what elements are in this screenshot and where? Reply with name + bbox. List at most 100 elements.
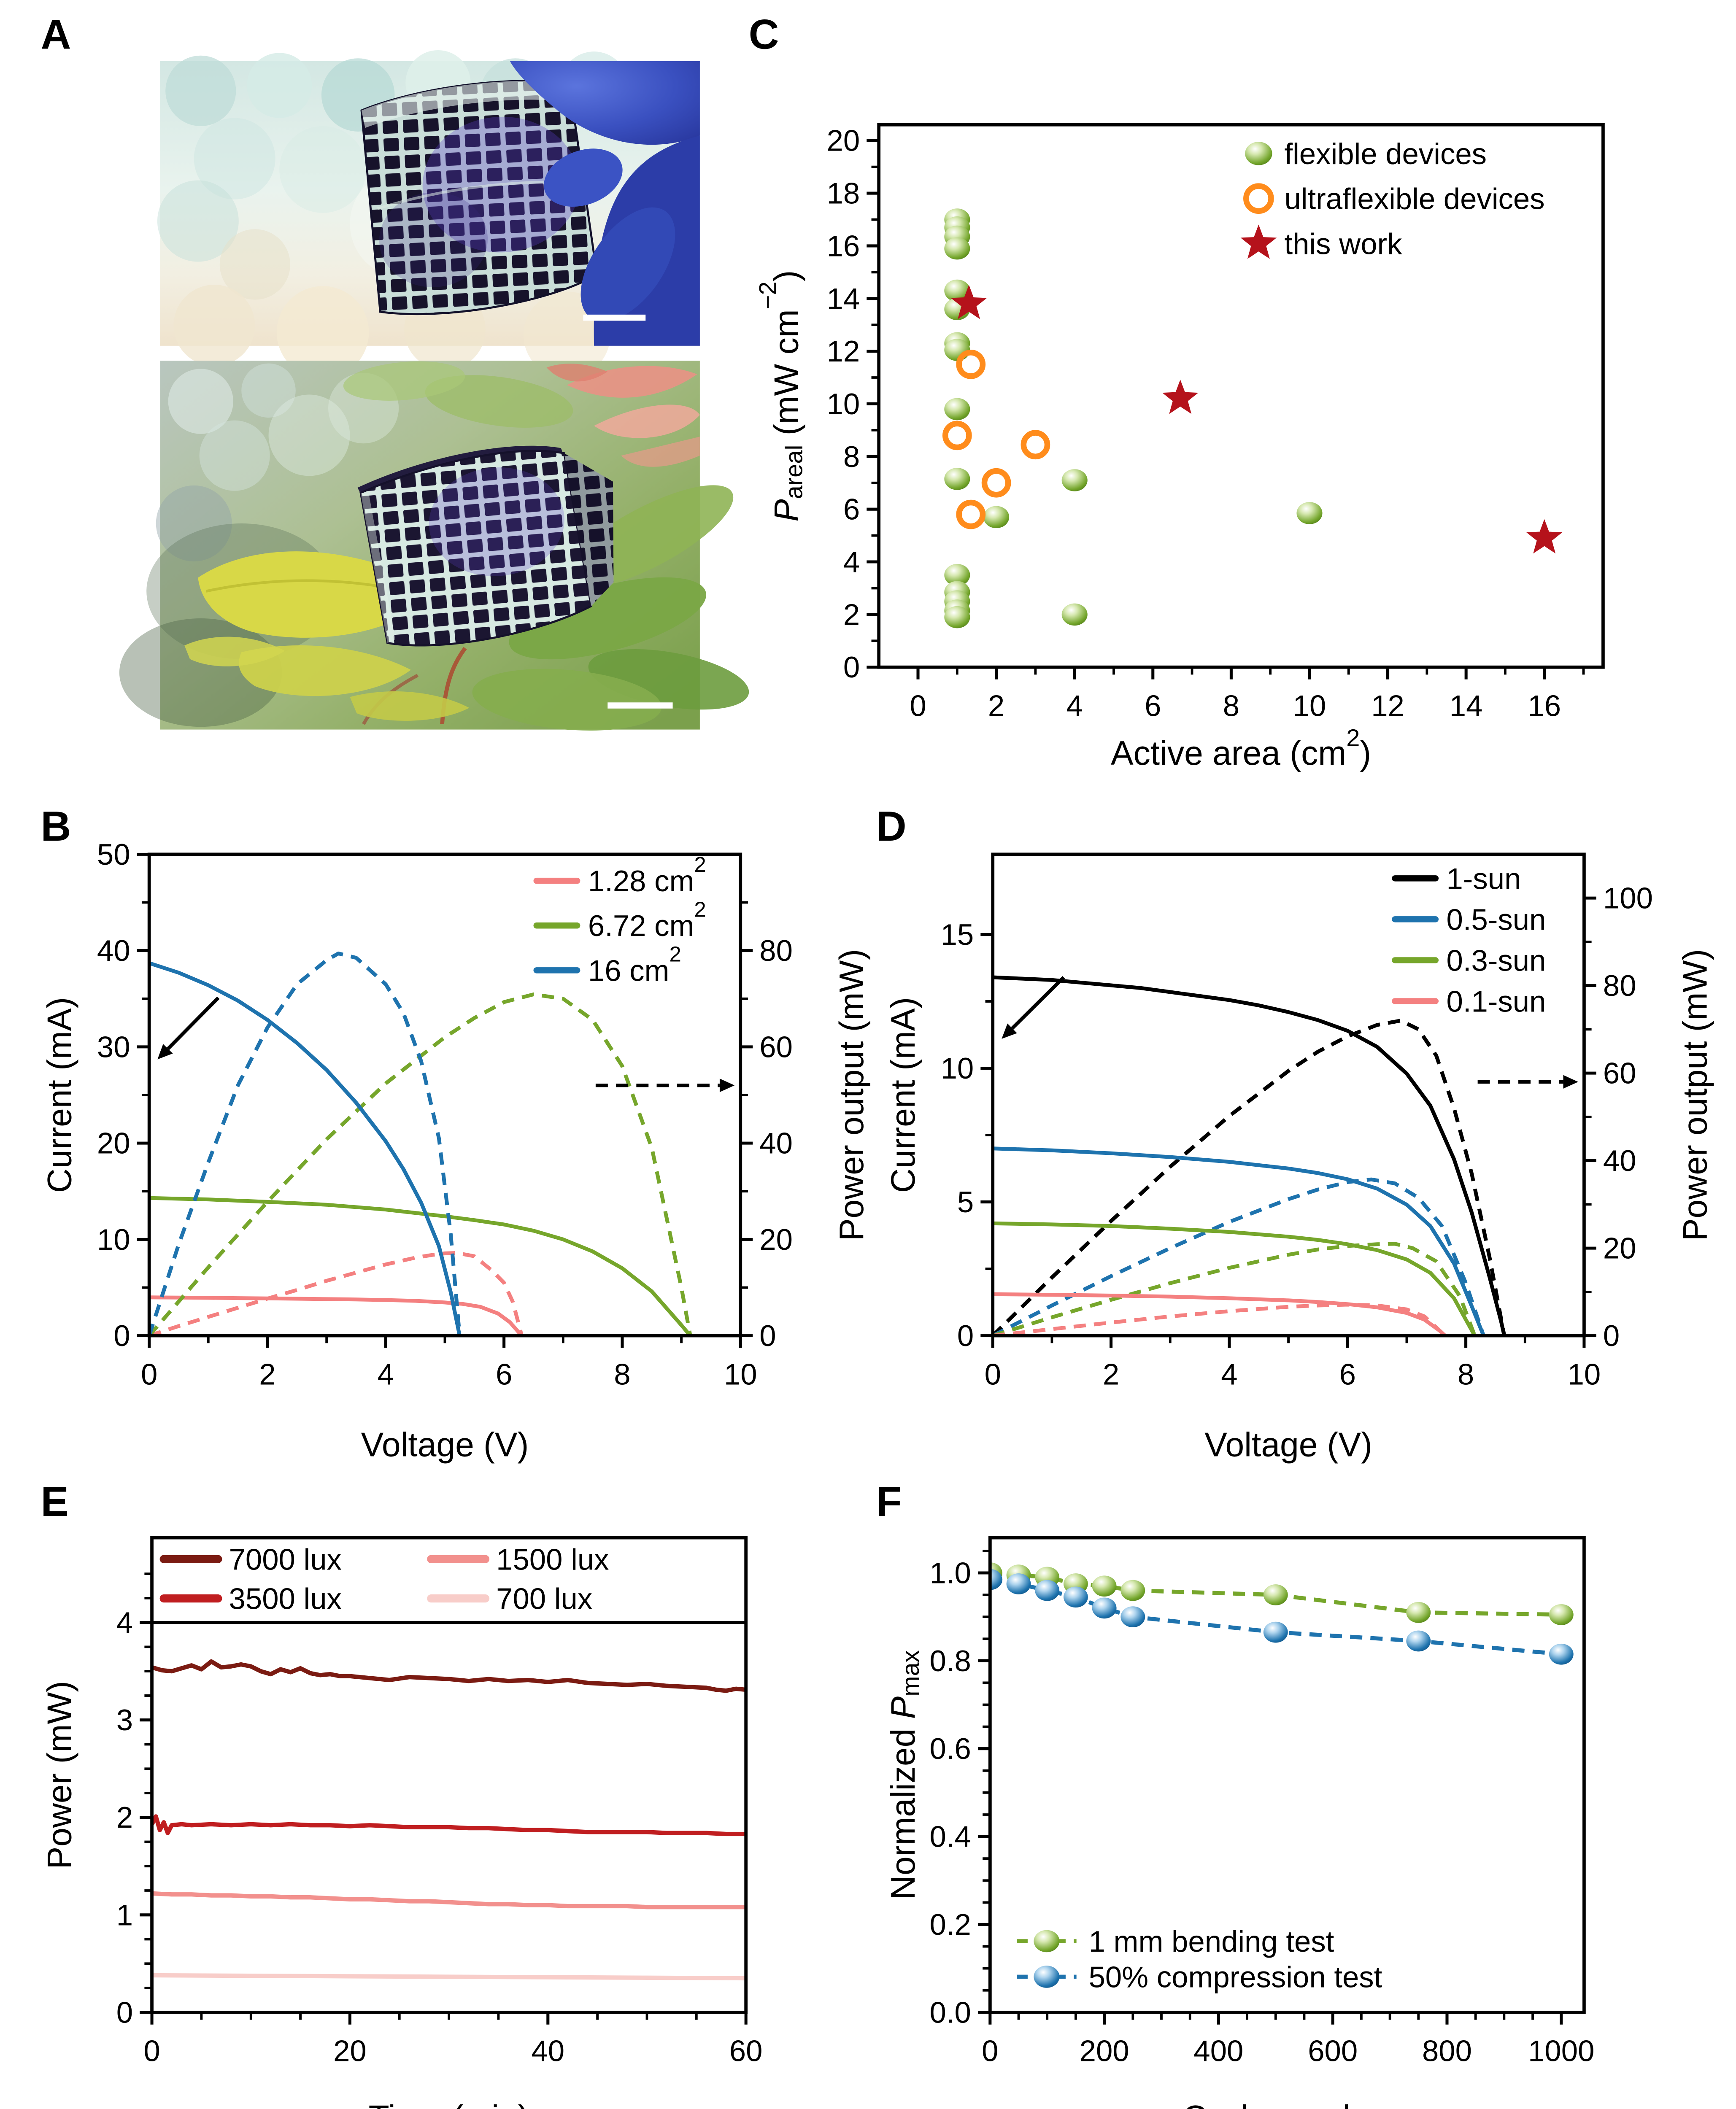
plot-area-B — [148, 951, 692, 1337]
series-iv-05sun — [993, 1146, 1485, 1337]
chart-normalized-pmax-vs-cycles: 0 200 400 600 800 1000 0.0 0.2 0.4 0.6 0.8 1.0 Cycle… — [884, 1536, 1594, 2109]
series-pv-1.28 — [148, 1251, 524, 1337]
legend-entry-2: 0.3-sun — [1392, 944, 1546, 977]
svg-text:1500 lux: 1500 lux — [496, 1543, 609, 1576]
svg-text:30: 30 — [97, 1030, 130, 1063]
svg-text:5: 5 — [957, 1185, 974, 1219]
svg-text:8: 8 — [1223, 689, 1239, 722]
panel-label-f: F — [876, 1478, 902, 1526]
svg-text:18: 18 — [827, 177, 860, 210]
svg-text:8: 8 — [614, 1357, 630, 1391]
series-iv-01sun — [993, 1292, 1447, 1337]
x-axis-title: Active area (cm2) — [1111, 725, 1371, 772]
blue-glove — [510, 61, 700, 346]
svg-text:4: 4 — [1221, 1357, 1237, 1391]
markers-ultraflexible-devices — [942, 349, 1050, 529]
legend-entry-1: 6.72 cm2 — [533, 897, 706, 942]
svg-text:0.3-sun: 0.3-sun — [1447, 944, 1546, 977]
plot-area-C — [942, 208, 1563, 628]
svg-text:7000 lux: 7000 lux — [229, 1543, 342, 1576]
svg-text:60: 60 — [759, 1030, 793, 1063]
svg-text:8: 8 — [1458, 1357, 1474, 1391]
x-axis-title: Cycle number — [1183, 2098, 1392, 2109]
plot-area-E — [150, 1659, 746, 1981]
svg-text:0: 0 — [843, 650, 860, 684]
series-iv-1sun — [993, 975, 1507, 1336]
y-right-axis-title: Power output (mW) — [833, 949, 871, 1241]
svg-text:2: 2 — [116, 1801, 133, 1834]
svg-text:3500 lux: 3500 lux — [229, 1582, 342, 1615]
series-pv-1sun — [991, 1019, 1507, 1337]
legend-entry-2: 1500 lux — [427, 1543, 609, 1576]
svg-text:1000: 1000 — [1528, 2034, 1594, 2068]
svg-text:flexible devices: flexible devices — [1284, 137, 1487, 170]
series-iv-16 — [148, 961, 462, 1336]
svg-text:0: 0 — [985, 1357, 1001, 1391]
svg-text:100: 100 — [1603, 882, 1653, 915]
legend-entry-0: 7000 lux — [159, 1543, 342, 1576]
svg-text:2: 2 — [1103, 1357, 1119, 1391]
svg-text:2: 2 — [259, 1357, 275, 1391]
svg-text:700 lux: 700 lux — [496, 1582, 592, 1615]
solar-module — [360, 80, 598, 316]
svg-text:6: 6 — [1145, 689, 1161, 722]
svg-text:0.1-sun: 0.1-sun — [1447, 984, 1546, 1018]
legend-entry-0: 1-sun — [1392, 862, 1521, 895]
svg-text:0.2: 0.2 — [930, 1908, 971, 1941]
svg-text:40: 40 — [531, 2034, 564, 2068]
y-left-axis-title: Current (mA) — [40, 997, 78, 1193]
legend-entry-1: 3500 lux — [159, 1582, 342, 1615]
svg-text:10: 10 — [1568, 1357, 1601, 1391]
series-pv-05sun — [992, 1177, 1485, 1337]
legend-entry-1: ultraflexible devices — [1243, 182, 1545, 215]
red-leaves — [546, 364, 700, 467]
series-iv-03sun — [993, 1221, 1477, 1337]
svg-text:0: 0 — [141, 1357, 157, 1391]
svg-text:0: 0 — [143, 2034, 160, 2068]
x-axis-title: Time (min) — [369, 2098, 529, 2109]
svg-text:16: 16 — [827, 229, 860, 262]
svg-text:6: 6 — [1339, 1357, 1356, 1391]
series-pv-01sun — [992, 1303, 1447, 1337]
svg-text:0: 0 — [910, 689, 926, 722]
svg-text:2: 2 — [843, 598, 860, 631]
svg-text:600: 600 — [1308, 2034, 1358, 2068]
scale-bar — [583, 314, 646, 321]
series-p-1500lux — [151, 1891, 746, 1909]
markers-this-work — [950, 285, 1563, 554]
panel-label-b: B — [40, 803, 71, 850]
svg-text:8: 8 — [843, 440, 860, 473]
svg-text:10: 10 — [97, 1223, 130, 1256]
svg-text:10: 10 — [827, 387, 860, 421]
series-iv-6.72 — [149, 1196, 692, 1337]
svg-text:12: 12 — [827, 334, 860, 368]
svg-text:0: 0 — [116, 1996, 133, 2029]
scale-bar — [607, 702, 673, 709]
svg-text:0.8: 0.8 — [930, 1644, 971, 1677]
markers-flexible-devices — [944, 208, 1323, 628]
svg-text:20: 20 — [333, 2034, 367, 2068]
svg-text:0.5-sun: 0.5-sun — [1447, 903, 1546, 936]
svg-text:15: 15 — [941, 918, 974, 951]
panel-label-a: A — [40, 11, 71, 59]
svg-text:6: 6 — [843, 493, 860, 526]
y-left-axis-title: Normalized Pmax — [884, 1650, 924, 1900]
svg-text:12: 12 — [1371, 689, 1404, 722]
svg-text:10: 10 — [941, 1052, 974, 1085]
plot-area-F — [988, 1562, 1574, 1665]
panel-label-e: E — [40, 1478, 69, 1526]
svg-text:20: 20 — [1603, 1232, 1636, 1265]
svg-text:50% compression test: 50% compression test — [1089, 1960, 1382, 1993]
series-iv-1.28 — [149, 1295, 524, 1337]
svg-text:0: 0 — [113, 1319, 130, 1352]
svg-text:0.6: 0.6 — [930, 1732, 971, 1765]
svg-text:200: 200 — [1080, 2034, 1129, 2068]
legend-entry-1: 0.5-sun — [1392, 903, 1546, 936]
legend-entry-3: 700 lux — [427, 1582, 592, 1615]
y-left-axis-title: Power (mW) — [40, 1681, 78, 1869]
svg-text:40: 40 — [97, 934, 130, 967]
svg-text:14: 14 — [827, 282, 860, 315]
svg-text:4: 4 — [378, 1357, 394, 1391]
svg-text:2: 2 — [988, 689, 1004, 722]
